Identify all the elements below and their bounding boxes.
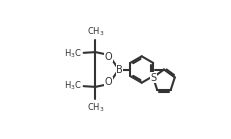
Text: B: B xyxy=(116,64,122,75)
Text: O: O xyxy=(104,77,112,87)
Text: CH$_3$: CH$_3$ xyxy=(87,101,104,114)
Text: CH$_3$: CH$_3$ xyxy=(87,25,104,38)
Text: O: O xyxy=(104,52,112,62)
Text: H$_3$C: H$_3$C xyxy=(64,79,82,92)
Text: S: S xyxy=(149,73,155,83)
Text: H$_3$C: H$_3$C xyxy=(64,47,82,60)
